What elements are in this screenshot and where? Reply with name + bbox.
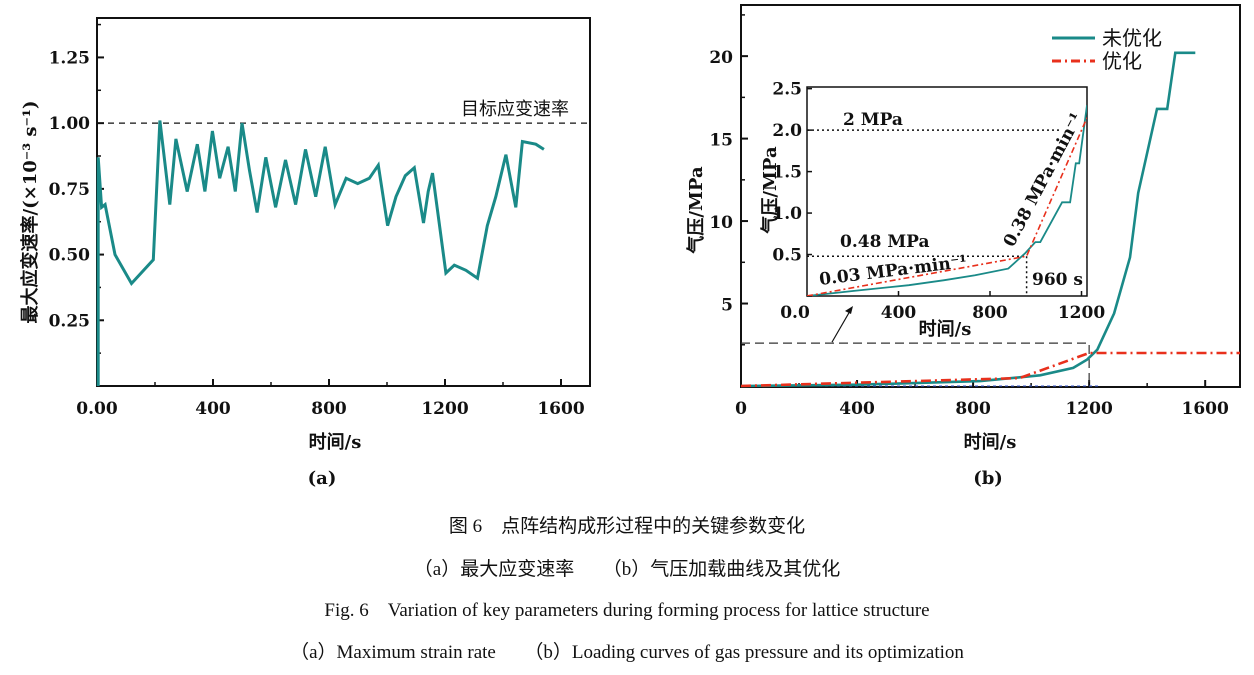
caption-cn-sub: （a）最大应变速率 （b）气压加载曲线及其优化 <box>414 558 840 580</box>
inset-optimized-line <box>807 117 1087 296</box>
annotation-2mpa: 2 MPa <box>843 110 903 130</box>
inset-x-tick-label: 800 <box>972 303 1008 323</box>
inset-y-tick-label: 2.0 <box>772 121 802 141</box>
y-tick-label: 20 <box>709 48 733 68</box>
inset-xlabel: 时间/s <box>919 319 972 340</box>
panel-b-frame <box>740 4 1241 388</box>
caption-en-title: Fig. 6 Variation of key parameters durin… <box>324 600 929 621</box>
inset-y-tick-label: 1.0 <box>772 204 802 224</box>
zoom-region-box <box>741 342 1090 386</box>
panel-b-plot: 0 400 800 1200 1600 5 10 15 20 <box>709 14 1240 419</box>
inset-plot: 400 800 1200 0.0 0.5 1.0 1.5 2.0 2.5 <box>772 80 1105 323</box>
panel-b-chart: 时间/s 气压/MPa (b) 未优化 优化 0 400 800 1200 1600 5 1… <box>685 4 1241 489</box>
legend-unoptimized-label: 未优化 <box>1102 26 1162 50</box>
zoom-arrow-head <box>845 306 853 314</box>
y-tick-label: 5 <box>721 296 733 316</box>
x-tick-label: 1600 <box>537 399 584 419</box>
y-tick-label: 10 <box>709 213 733 233</box>
inset-y-tick-label: 1.5 <box>772 163 802 183</box>
target-rate-label: 目标应变速率 <box>461 99 569 120</box>
inset-x-tick-label: 1200 <box>1058 303 1105 323</box>
y-tick-label: 1.25 <box>49 48 90 68</box>
x-tick-label: 1200 <box>421 399 468 419</box>
panel-a-xlabel: 时间/s <box>309 432 362 453</box>
y-tick-label: 1.00 <box>49 114 91 134</box>
x-tick-label: 1200 <box>1065 399 1112 419</box>
inset-ylabel: 气压/MPa <box>759 146 781 235</box>
x-tick-label: 800 <box>311 399 347 419</box>
inset-unoptimized-line <box>807 105 1087 296</box>
y-tick-label: 0.25 <box>49 311 90 331</box>
legend-optimized-label: 优化 <box>1102 49 1142 73</box>
strain-rate-line <box>96 120 545 386</box>
inset-frame <box>806 86 1088 297</box>
x-tick-label: 400 <box>195 399 231 419</box>
inset-y-tick-label: 0.5 <box>772 246 802 266</box>
caption-en-sub: （a）Maximum strain rate （b）Loading curves… <box>290 641 964 663</box>
caption: 图 6 点阵结构成形过程中的关键参数变化 （a）最大应变速率 （b）气压加载曲线… <box>290 515 964 663</box>
optimized-pressure-line <box>740 351 1240 388</box>
inset-y-tick-label: 0.0 <box>780 303 810 323</box>
x-tick-label: 800 <box>955 399 991 419</box>
x-tick-label: 0 <box>735 399 747 419</box>
y-tick-label: 0.00 <box>76 399 118 419</box>
panel-b-ylabel: 气压/MPa <box>685 166 707 255</box>
x-tick-label: 1600 <box>1182 399 1229 419</box>
y-tick-label: 15 <box>709 131 733 151</box>
annotation-048mpa: 0.48 MPa <box>840 232 929 252</box>
panel-b-label: (b) <box>973 468 1003 489</box>
annotation-960s: 960 s <box>1032 270 1083 290</box>
caption-cn-title: 图 6 点阵结构成形过程中的关键参数变化 <box>449 515 805 537</box>
inset-y-tick-label: 2.5 <box>772 80 802 100</box>
panel-a-ylabel: 最大应变速率/(×10⁻³ s⁻¹) <box>19 101 41 324</box>
zoom-arrow <box>831 310 851 343</box>
y-tick-label: 0.75 <box>49 180 90 200</box>
panel-b-xlabel: 时间/s <box>964 432 1017 453</box>
x-tick-label: 400 <box>839 399 875 419</box>
panel-a-chart: 时间/s 最大应变速率/(×10⁻³ s⁻¹) (a) 目标应变速率 400 80… <box>19 17 591 489</box>
y-tick-label: 0.50 <box>49 246 91 266</box>
inset-x-tick-label: 400 <box>881 303 917 323</box>
panel-a-label: (a) <box>308 468 337 489</box>
